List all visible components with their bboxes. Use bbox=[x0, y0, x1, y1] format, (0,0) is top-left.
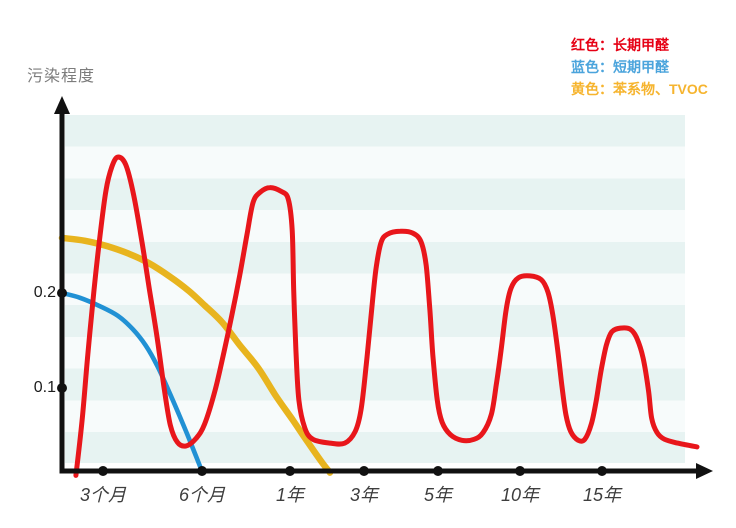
x-tick-label-6: 15年 bbox=[582, 485, 622, 505]
y-tick-label-0: 0.2 bbox=[33, 284, 56, 301]
x-tick-label-0: 3个月 bbox=[79, 485, 126, 505]
legend-item-long-term-formaldehyde: 红色：长期甲醛 bbox=[571, 37, 669, 53]
x-tick-label-1: 6个月 bbox=[178, 485, 225, 505]
axes bbox=[54, 96, 713, 479]
x-tick-label-5: 10年 bbox=[500, 485, 540, 505]
series-line-2 bbox=[73, 154, 700, 478]
series-curves bbox=[58, 154, 700, 478]
legend: 红色：长期甲醛 蓝色：短期甲醛黄色：苯系物、TVOC bbox=[571, 34, 708, 100]
legend-item-short-term-formaldehyde: 蓝色：短期甲醛 bbox=[571, 59, 669, 75]
x-tick-label-3: 3年 bbox=[349, 485, 378, 505]
series-line-0 bbox=[58, 234, 334, 476]
y-tick-label-1: 0.1 bbox=[33, 379, 56, 396]
y-axis-label: 污染程度 bbox=[27, 68, 96, 85]
legend-item-benzene-tvoc: 黄色：苯系物、TVOC bbox=[571, 81, 708, 97]
x-tick-label-2: 1年 bbox=[275, 485, 304, 505]
x-tick-label-4: 5年 bbox=[423, 485, 452, 505]
series-line-1 bbox=[59, 290, 204, 472]
